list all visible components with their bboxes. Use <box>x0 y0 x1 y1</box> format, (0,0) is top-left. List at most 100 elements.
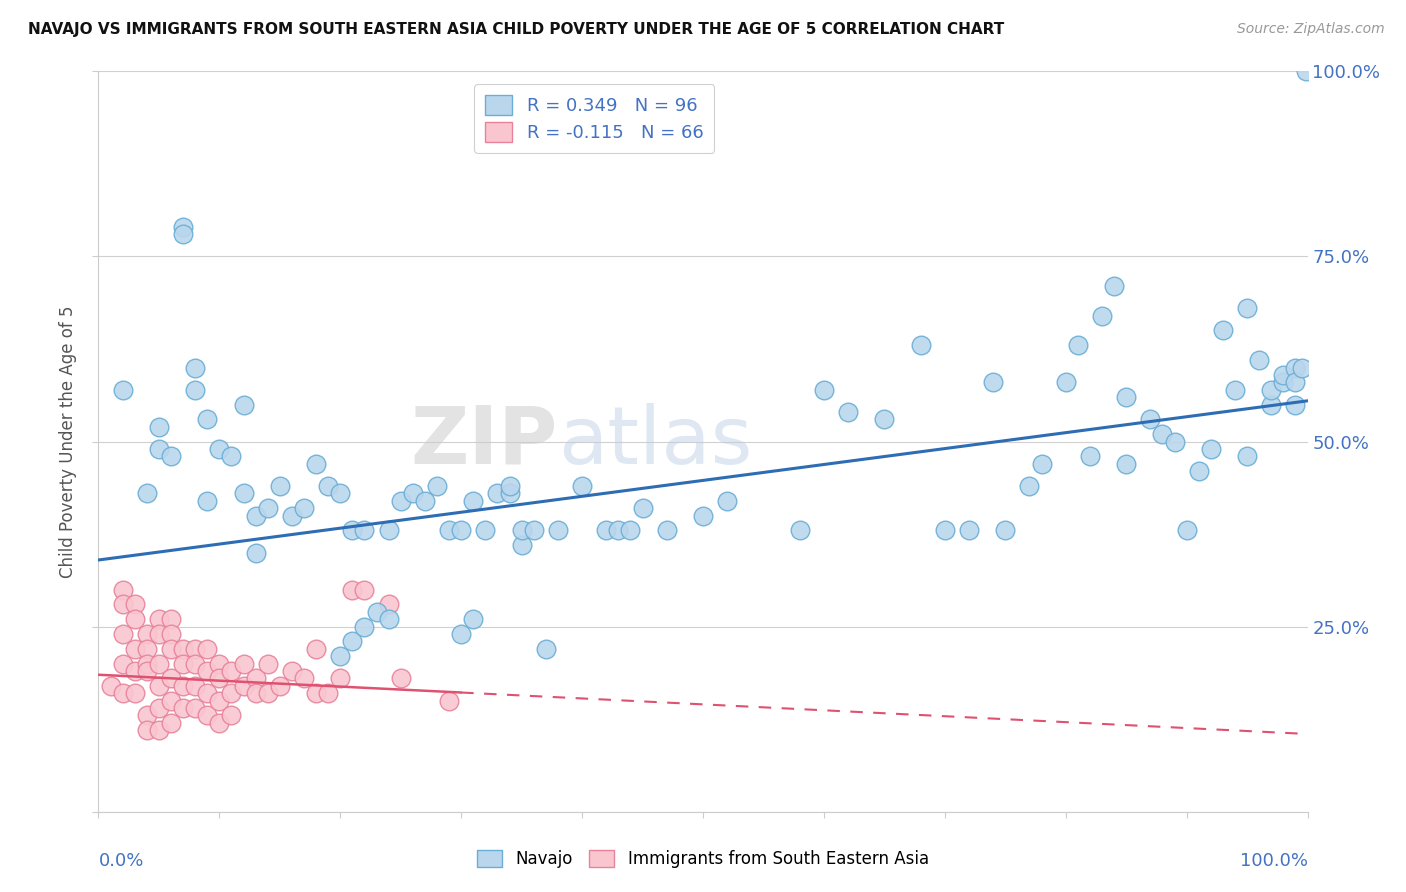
Point <box>534 641 557 656</box>
Point <box>1212 324 1234 338</box>
Point <box>402 486 425 500</box>
Point <box>353 582 375 597</box>
Point <box>245 672 267 686</box>
Point <box>221 664 243 678</box>
Point <box>245 546 267 560</box>
Point <box>292 501 315 516</box>
Point <box>910 338 932 352</box>
Point <box>160 641 183 656</box>
Point <box>195 493 218 508</box>
Point <box>1291 360 1313 375</box>
Point <box>1272 376 1295 390</box>
Point <box>245 508 267 523</box>
Point <box>172 227 194 242</box>
Point <box>692 508 714 523</box>
Point <box>148 627 170 641</box>
Point <box>256 657 278 671</box>
Point <box>1054 376 1077 390</box>
Point <box>1249 353 1271 368</box>
Point <box>619 524 641 538</box>
Point <box>221 708 243 723</box>
Point <box>172 641 194 656</box>
Point <box>389 493 412 508</box>
Point <box>595 524 617 538</box>
Point <box>316 686 339 700</box>
Point <box>208 442 231 456</box>
Point <box>184 360 207 375</box>
Point <box>353 524 375 538</box>
Point <box>245 686 267 700</box>
Point <box>232 679 254 693</box>
Point <box>510 524 533 538</box>
Point <box>1272 368 1295 382</box>
Point <box>389 672 412 686</box>
Point <box>1175 524 1198 538</box>
Point <box>1199 442 1222 456</box>
Point <box>208 657 231 671</box>
Point <box>172 657 194 671</box>
Point <box>208 672 231 686</box>
Point <box>148 612 170 626</box>
Point <box>269 479 291 493</box>
Point <box>377 598 399 612</box>
Point <box>994 524 1017 538</box>
Point <box>486 486 509 500</box>
Point <box>135 486 157 500</box>
Point <box>124 612 146 626</box>
Point <box>111 383 134 397</box>
Point <box>135 723 157 738</box>
Point <box>377 524 399 538</box>
Point <box>305 686 328 700</box>
Point <box>160 627 183 641</box>
Point <box>1284 398 1306 412</box>
Point <box>256 501 278 516</box>
Point <box>184 701 207 715</box>
Point <box>437 524 460 538</box>
Text: atlas: atlas <box>558 402 752 481</box>
Point <box>426 479 449 493</box>
Point <box>148 701 170 715</box>
Point <box>111 598 134 612</box>
Point <box>135 641 157 656</box>
Point <box>631 501 654 516</box>
Point <box>195 641 218 656</box>
Point <box>232 657 254 671</box>
Point <box>437 694 460 708</box>
Point <box>148 442 170 456</box>
Point <box>160 694 183 708</box>
Point <box>377 612 399 626</box>
Point <box>510 538 533 552</box>
Point <box>1260 398 1282 412</box>
Point <box>523 524 546 538</box>
Point <box>366 605 388 619</box>
Point <box>789 524 811 538</box>
Point <box>124 664 146 678</box>
Point <box>474 524 496 538</box>
Point <box>1284 376 1306 390</box>
Point <box>148 419 170 434</box>
Point <box>1139 412 1161 426</box>
Point <box>184 383 207 397</box>
Point <box>232 398 254 412</box>
Point <box>111 582 134 597</box>
Point <box>221 450 243 464</box>
Point <box>160 450 183 464</box>
Point <box>813 383 835 397</box>
Point <box>148 679 170 693</box>
Point <box>148 723 170 738</box>
Point <box>160 672 183 686</box>
Point <box>232 486 254 500</box>
Point <box>547 524 569 538</box>
Point <box>957 524 980 538</box>
Legend: Navajo, Immigrants from South Eastern Asia: Navajo, Immigrants from South Eastern As… <box>471 843 935 875</box>
Point <box>160 715 183 730</box>
Point <box>184 679 207 693</box>
Point <box>329 486 352 500</box>
Point <box>498 479 520 493</box>
Point <box>292 672 315 686</box>
Point <box>1067 338 1090 352</box>
Point <box>208 715 231 730</box>
Point <box>256 686 278 700</box>
Point <box>172 679 194 693</box>
Point <box>571 479 593 493</box>
